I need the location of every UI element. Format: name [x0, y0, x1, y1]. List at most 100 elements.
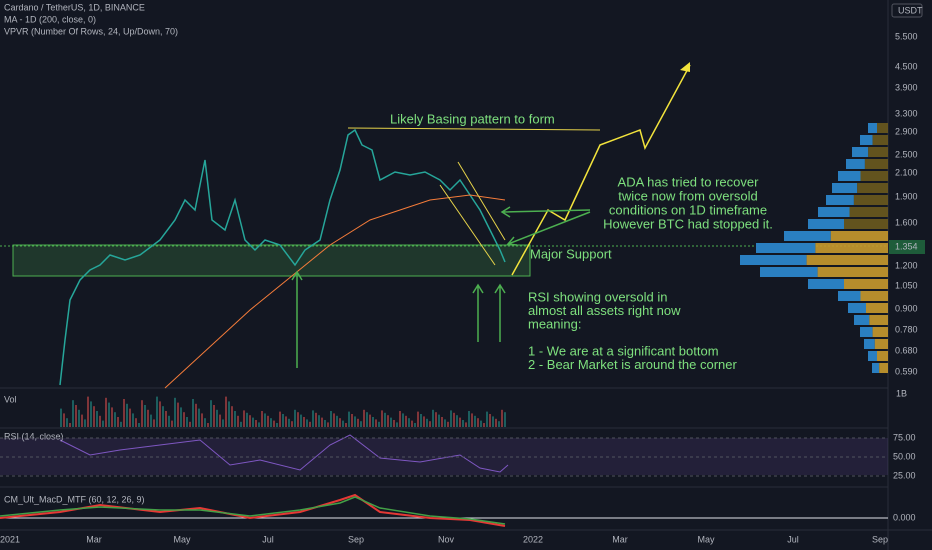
time-label: 2022: [523, 534, 543, 544]
recover-note: conditions on 1D timeframe: [609, 202, 767, 217]
volume-bar: [471, 413, 473, 427]
arrows: [291, 206, 591, 368]
volume-bar: [309, 421, 311, 427]
volume-bar: [120, 421, 122, 427]
volume-bars: [60, 396, 506, 427]
macd-label: CM_Ult_MacD_MTF (60, 12, 26, 9): [4, 494, 145, 504]
volume-bar: [285, 416, 287, 427]
volume-bar: [405, 415, 407, 427]
vpvr-label: VPVR (Number Of Rows, 24, Up/Down, 70): [4, 26, 178, 36]
price-label: 3.300: [895, 108, 918, 118]
volume-bar: [168, 415, 170, 427]
volume-bar: [87, 396, 89, 427]
profile-bar: [830, 231, 888, 241]
volume-bar: [330, 411, 332, 427]
profile-bar: [852, 147, 869, 157]
volume-bar: [90, 401, 92, 427]
volume-bar: [357, 418, 359, 427]
currency-box[interactable]: [891, 3, 923, 18]
macd-line: [0, 493, 506, 527]
volume-bar: [114, 412, 116, 427]
volume-bar: [345, 423, 347, 427]
channel: [457, 161, 506, 241]
price-label: 5.500: [895, 31, 918, 41]
ma-line: [164, 194, 506, 389]
volume-bar: [381, 410, 383, 427]
volume-bar: [438, 414, 440, 427]
price-label: 4.500: [895, 61, 918, 71]
price-label: 1.050: [895, 280, 918, 290]
profile-bar: [846, 159, 865, 169]
volume-bar: [504, 412, 506, 427]
volume-bar: [297, 412, 299, 427]
volume-bar: [99, 415, 101, 427]
volume-bar: [486, 411, 488, 427]
profile-bar: [844, 219, 888, 229]
price-label: 3.900: [895, 82, 918, 92]
volume-bar: [327, 422, 329, 427]
volume-bar: [69, 423, 71, 427]
volume-bar: [186, 417, 188, 427]
volume-bar: [177, 402, 179, 427]
price-label: 0.900: [895, 303, 918, 313]
volume-bar: [147, 409, 149, 427]
volume-bar: [468, 411, 470, 427]
rsi-note: RSI showing oversold in: [528, 289, 667, 304]
price-label: 2.500: [895, 149, 918, 159]
profile-bar: [874, 339, 888, 349]
volume-bar: [222, 419, 224, 427]
volume-bar: [180, 407, 182, 427]
volume-bar: [342, 420, 344, 427]
profile-bar: [860, 327, 873, 337]
volume-bar: [294, 409, 296, 427]
rsi-label: RSI (14, close): [4, 431, 64, 441]
volume-bar: [144, 405, 146, 427]
volume-bar: [501, 409, 503, 427]
volume-bar: [372, 417, 374, 427]
volume-bar: [267, 415, 269, 427]
volume-bar: [189, 421, 191, 427]
time-label: Sep: [348, 534, 364, 544]
volume-bar: [498, 421, 500, 427]
profile-bar: [872, 135, 888, 145]
volume-bar: [240, 421, 242, 427]
volume-bar: [126, 403, 128, 427]
support-note: Major Support: [530, 246, 612, 261]
time-label: May: [173, 534, 191, 544]
volume-bar: [441, 417, 443, 427]
volume-bar: [192, 399, 194, 427]
profile-bar: [838, 291, 861, 301]
volume-bar: [489, 414, 491, 427]
time-label: Mar: [612, 534, 628, 544]
signal-line: [0, 496, 506, 525]
profile-bar: [849, 207, 888, 217]
volume-bar: [483, 423, 485, 427]
volume-bar: [207, 423, 209, 427]
rsi-axis-label: 75.00: [893, 432, 916, 442]
volume-bar: [129, 408, 131, 427]
volume-bar: [402, 413, 404, 427]
time-label: Mar: [86, 534, 102, 544]
rsi-note: almost all assets right now: [528, 303, 681, 318]
profile-bar: [815, 243, 888, 253]
profile-bar: [808, 219, 844, 229]
volume-bar: [414, 423, 416, 427]
currency[interactable]: USDT: [898, 5, 923, 15]
basing-note: Likely Basing pattern to form: [390, 111, 555, 126]
volume-bar: [387, 415, 389, 427]
profile-bar: [879, 363, 888, 373]
time-label: May: [697, 534, 715, 544]
profile-bar: [860, 171, 888, 181]
price-label: 0.590: [895, 366, 918, 376]
volume-bar: [324, 420, 326, 427]
volume-bar: [453, 412, 455, 427]
volume-bar: [84, 419, 86, 427]
volume-bar: [117, 417, 119, 427]
volume-bar: [231, 406, 233, 427]
volume-bar: [72, 400, 74, 427]
volume-bar: [219, 414, 221, 427]
volume-bar: [75, 405, 77, 427]
volume-bar: [423, 416, 425, 427]
rsi-axis-label: 50.00: [893, 451, 916, 461]
